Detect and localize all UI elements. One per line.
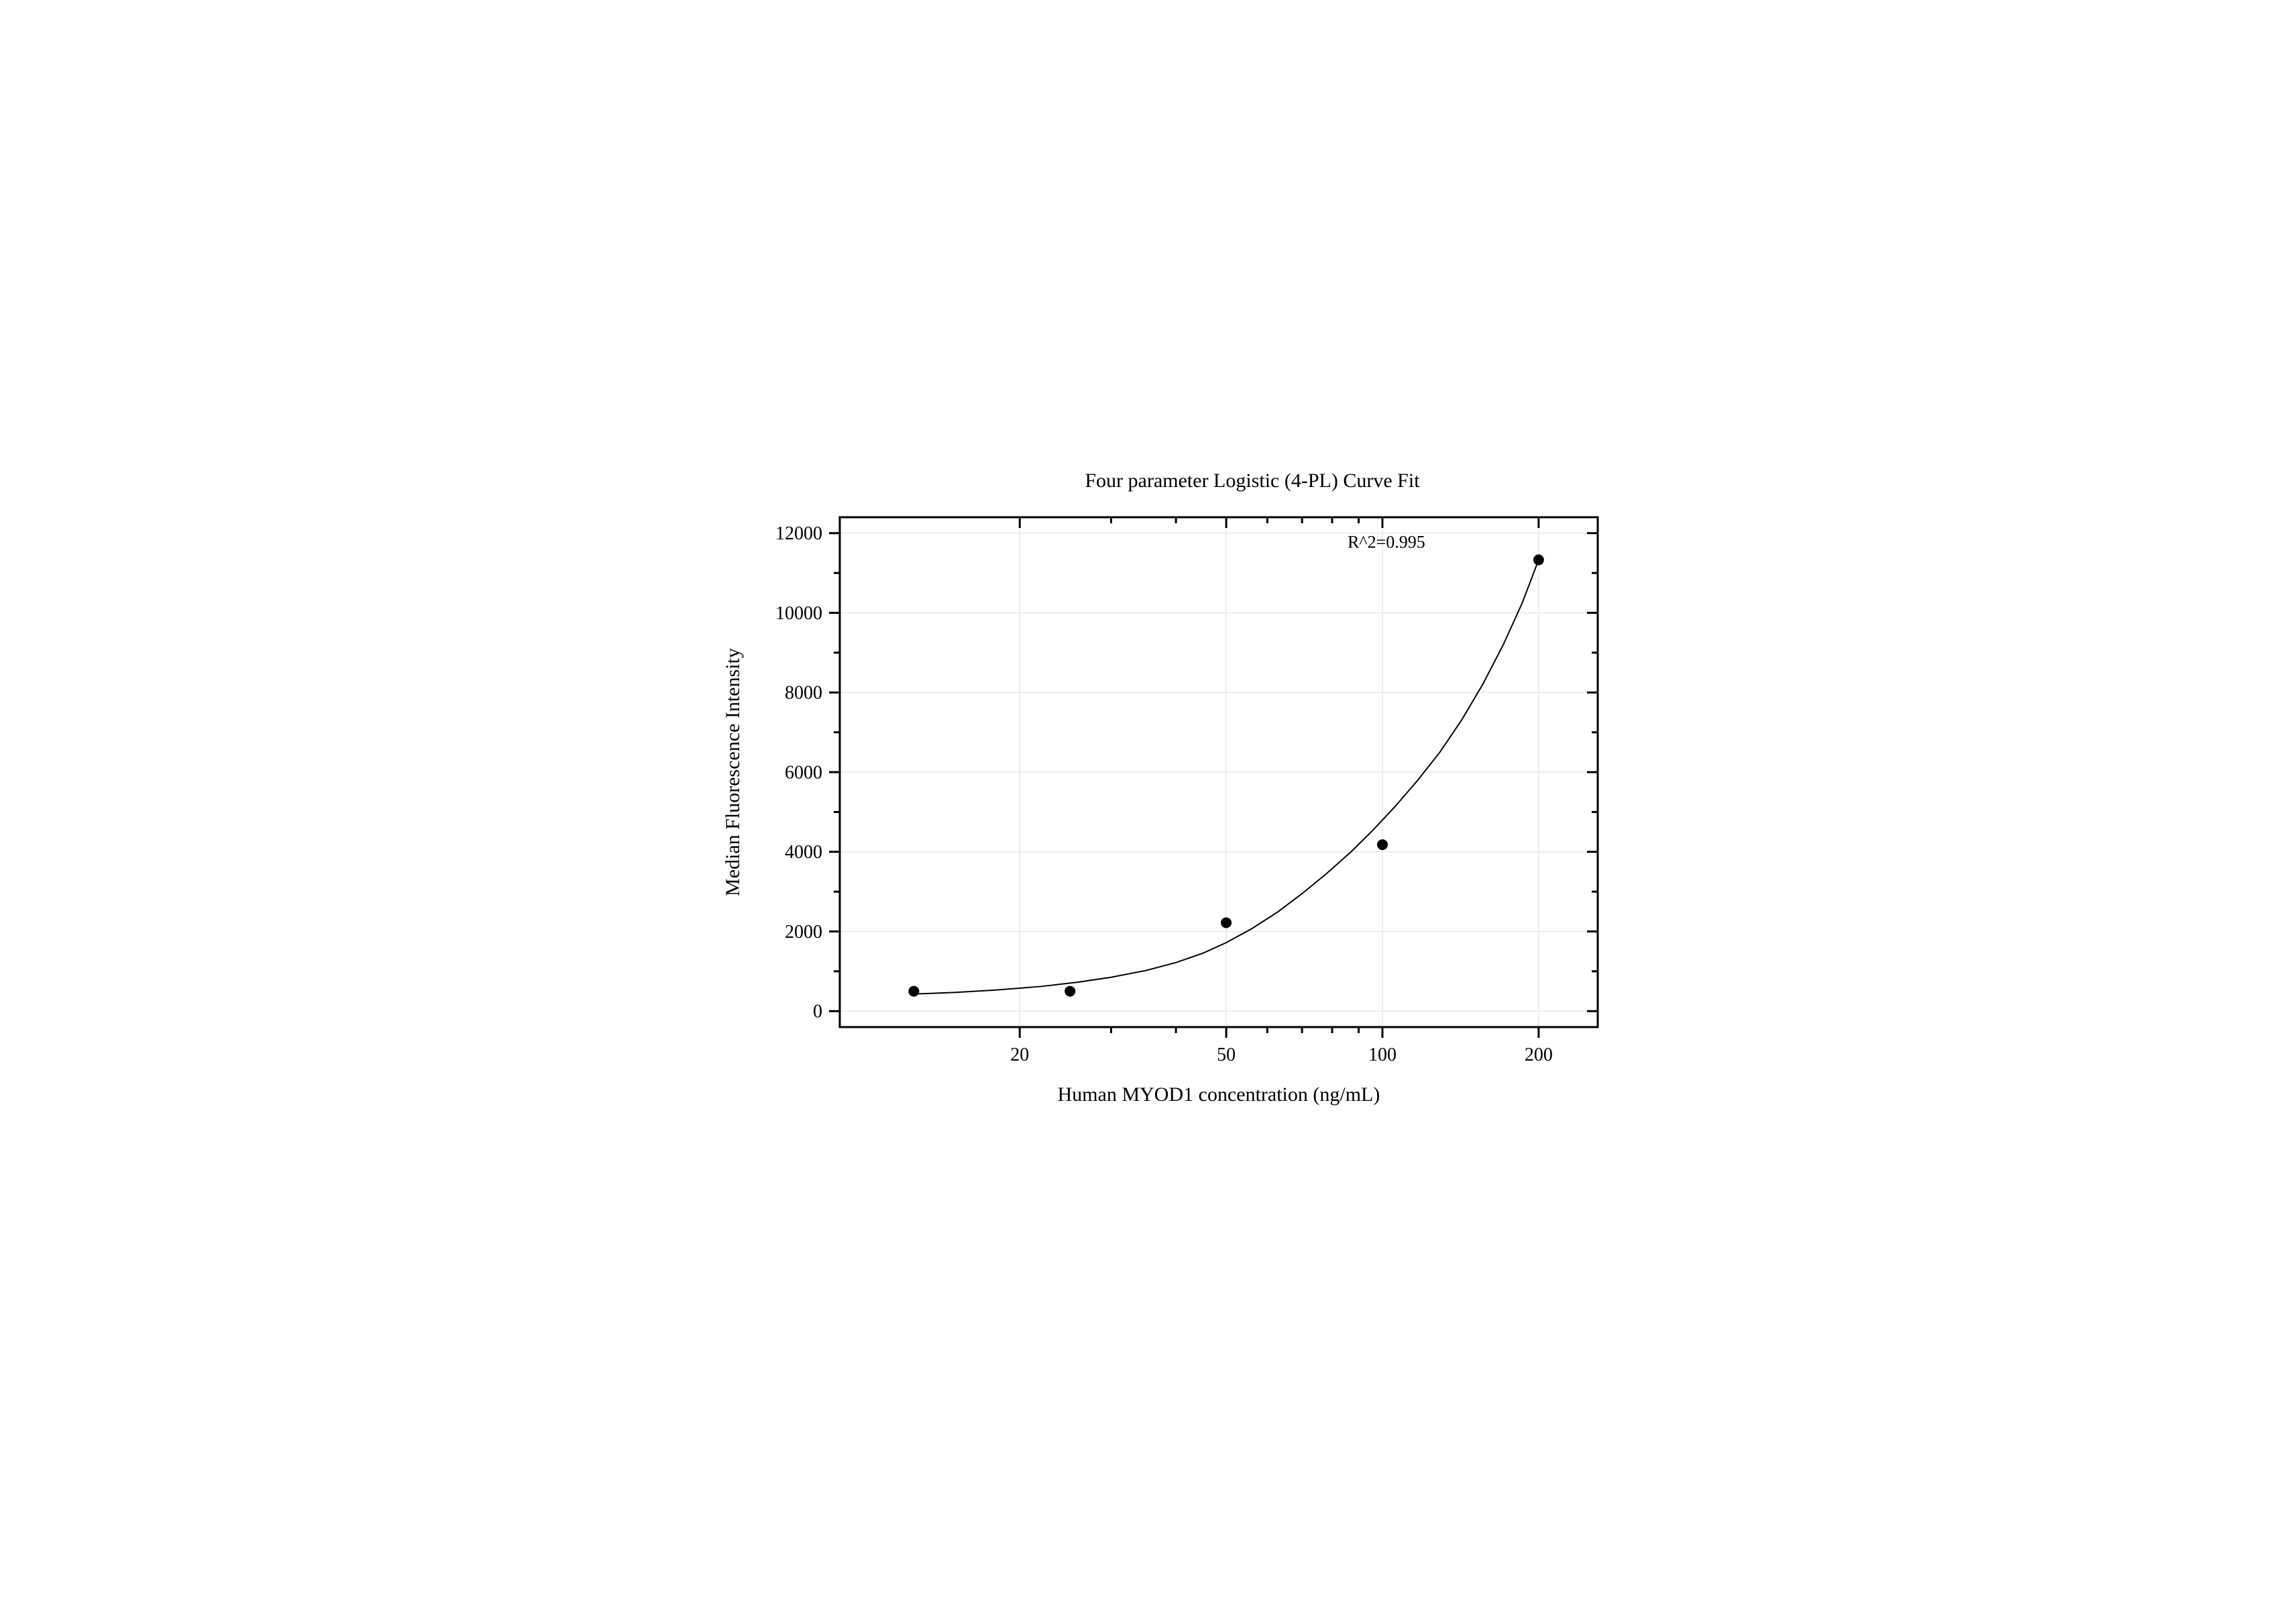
data-point (1221, 917, 1232, 928)
y-tick-label: 6000 (785, 762, 822, 783)
data-point (1533, 554, 1543, 565)
y-tick-label: 0 (813, 1001, 822, 1022)
y-tick-label: 4000 (785, 842, 822, 863)
x-tick-label: 50 (1217, 1045, 1236, 1065)
chart-title: Four parameter Logistic (4-PL) Curve Fit (1085, 470, 1420, 492)
x-tick-label: 20 (1010, 1045, 1029, 1065)
data-point (1376, 839, 1387, 850)
x-tick-label: 200 (1524, 1045, 1552, 1065)
chart-container: 2050100200020004000600080001000012000Fou… (645, 450, 1651, 1155)
data-point (1064, 985, 1075, 996)
x-tick-label: 100 (1368, 1045, 1396, 1065)
data-point (908, 985, 919, 996)
x-axis-label: Human MYOD1 concentration (ng/mL) (1057, 1083, 1380, 1106)
y-tick-label: 8000 (785, 682, 822, 703)
y-axis-label: Median Fluorescence Intensity (722, 648, 744, 896)
y-tick-label: 10000 (775, 602, 822, 623)
y-tick-label: 2000 (785, 921, 822, 942)
r-squared-annotation: R^2=0.995 (1348, 532, 1425, 551)
y-tick-label: 12000 (775, 523, 822, 544)
chart-svg: 2050100200020004000600080001000012000Fou… (645, 450, 1651, 1155)
